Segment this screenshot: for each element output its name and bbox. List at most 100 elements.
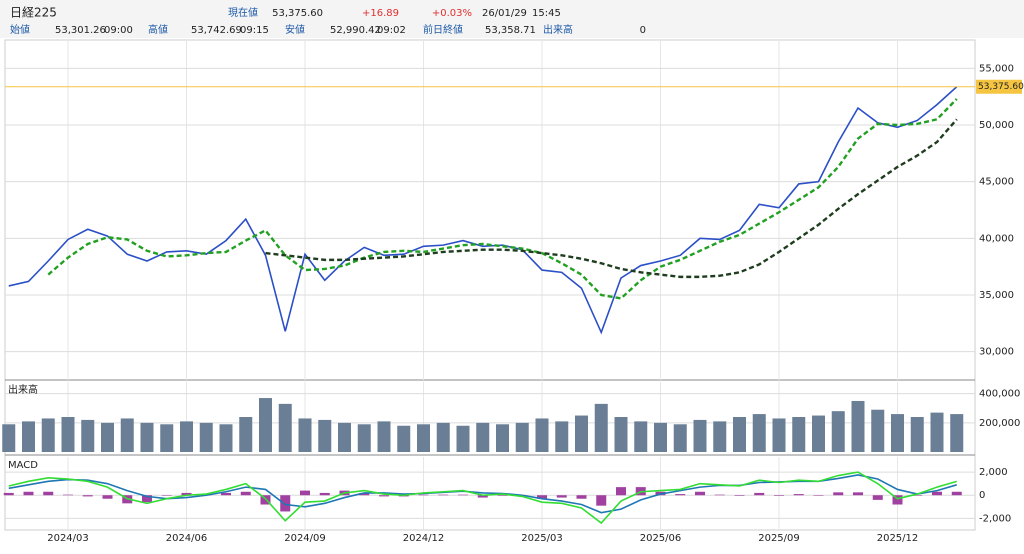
series-line	[265, 118, 958, 279]
price-tag	[976, 79, 1022, 94]
bar	[772, 418, 786, 452]
bar	[160, 424, 174, 452]
panel-title: MACD	[8, 460, 38, 471]
change-pct: +0.03%	[432, 8, 472, 19]
series-line	[8, 86, 958, 335]
bar	[535, 418, 549, 452]
bar	[458, 494, 468, 496]
x-tick-label: 2024/03	[47, 533, 89, 544]
bar	[120, 418, 134, 452]
bar	[338, 422, 351, 452]
bar	[239, 417, 253, 452]
time: 09:02	[377, 25, 406, 36]
price-tag-label: 53,375.60	[978, 82, 1024, 92]
bar	[81, 419, 95, 452]
y-tick-label: 35,000	[979, 290, 1014, 301]
bar	[140, 422, 154, 452]
bar	[43, 491, 54, 496]
bar	[278, 403, 292, 452]
bar	[831, 411, 845, 452]
bar	[417, 424, 430, 452]
bar	[259, 398, 272, 452]
bar	[515, 422, 529, 452]
bar	[555, 421, 569, 452]
series-line	[8, 471, 957, 525]
value: 53,375.60	[272, 8, 323, 19]
bar	[675, 494, 686, 496]
bar	[693, 419, 707, 452]
label: 始値	[10, 23, 30, 36]
bar	[793, 494, 804, 496]
bar	[319, 492, 330, 496]
bar	[477, 495, 488, 498]
bar	[891, 414, 904, 452]
bar	[102, 495, 113, 499]
index-name: 日経225	[10, 6, 57, 20]
bar	[695, 491, 705, 496]
bar	[379, 495, 389, 497]
value: 53,301.26	[55, 25, 106, 36]
plot-frame	[4, 39, 976, 531]
bar	[300, 490, 310, 496]
bar	[812, 415, 825, 452]
y-tick-label: 200,000	[979, 418, 1020, 429]
x-tick-label: 2025/12	[877, 533, 919, 544]
y-tick-label: -2,000	[979, 513, 1011, 524]
bar	[438, 494, 449, 496]
bar	[357, 424, 371, 452]
bar	[813, 495, 824, 496]
bar	[833, 492, 844, 496]
bar	[892, 495, 903, 505]
bar	[142, 495, 152, 503]
label: 高値	[148, 23, 168, 36]
bar	[22, 421, 35, 452]
bar	[734, 495, 745, 496]
panel-title: 出来高	[8, 383, 38, 396]
bar	[101, 422, 114, 452]
bar	[377, 421, 391, 452]
bar	[932, 491, 942, 496]
bar	[418, 494, 429, 496]
bar	[199, 422, 213, 452]
bar	[871, 409, 885, 452]
bar	[181, 492, 192, 496]
y-tick-label: 50,000	[979, 120, 1014, 131]
x-tick-label: 2025/06	[640, 533, 682, 544]
bar	[537, 495, 547, 499]
bar	[634, 421, 648, 452]
bar	[359, 492, 370, 496]
bar	[673, 424, 687, 452]
bar	[576, 495, 587, 499]
bar	[219, 424, 233, 452]
bar	[161, 495, 172, 496]
bar	[436, 422, 450, 452]
value: 52,990.42	[330, 25, 381, 36]
label: 前日終値	[423, 23, 463, 36]
bar	[397, 425, 411, 452]
bar	[556, 495, 567, 498]
bar	[774, 495, 784, 496]
x-tick-label: 2025/03	[521, 533, 563, 544]
y-tick-label: 45,000	[979, 177, 1014, 188]
y-tick-label: 2,000	[979, 467, 1008, 478]
bar	[594, 403, 608, 452]
bar	[240, 491, 251, 496]
bar	[950, 414, 964, 452]
bar	[872, 495, 883, 500]
label: 現在値	[228, 6, 258, 19]
bar	[476, 422, 490, 452]
bar	[951, 491, 962, 496]
bar	[298, 418, 312, 452]
x-tick-label: 2024/09	[284, 533, 326, 544]
bar	[41, 418, 55, 452]
y-tick-label: 400,000	[979, 389, 1020, 400]
bar	[912, 495, 923, 496]
x-tick-label: 2024/12	[403, 533, 445, 544]
bar	[180, 421, 193, 452]
date: 26/01/29	[482, 8, 527, 19]
bar	[575, 415, 588, 452]
time: 09:00	[104, 25, 133, 36]
y-tick-label: 40,000	[979, 233, 1014, 244]
bar	[221, 492, 231, 496]
